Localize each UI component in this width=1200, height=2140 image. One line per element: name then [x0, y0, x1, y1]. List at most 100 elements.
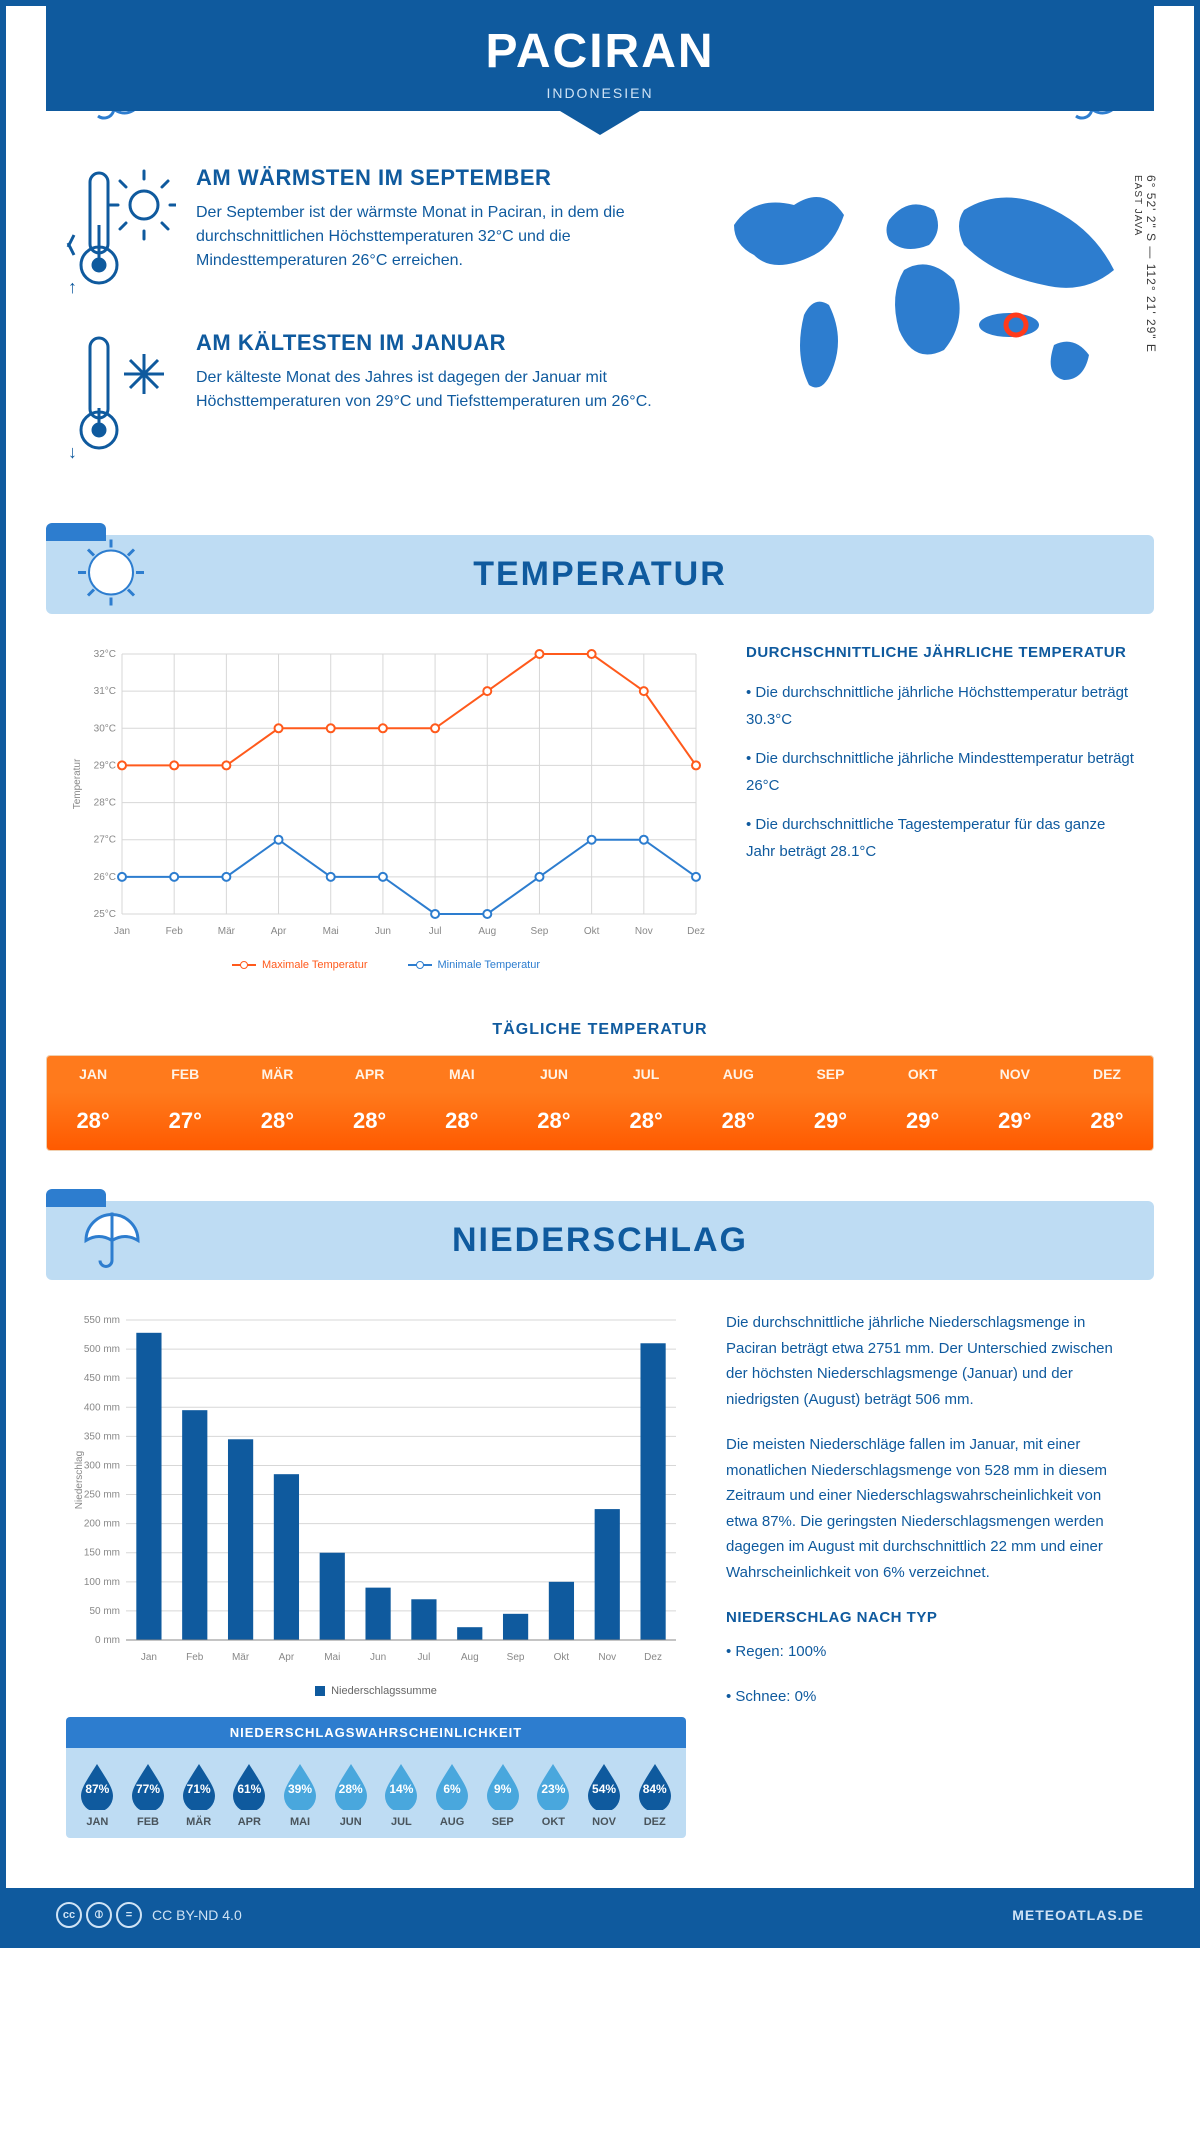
prob-heading: NIEDERSCHLAGSWAHRSCHEINLICHKEIT: [66, 1717, 686, 1748]
daily-col: FEB27°: [139, 1056, 231, 1150]
svg-text:50 mm: 50 mm: [89, 1606, 120, 1617]
svg-text:Nov: Nov: [598, 1652, 616, 1663]
umbrella-icon: [76, 1202, 148, 1279]
coordinates-label: 6° 52' 2" S — 112° 21' 29" EEAST JAVA: [1130, 175, 1158, 353]
svg-text:350 mm: 350 mm: [84, 1431, 120, 1442]
prob-drop: 39% MAI: [277, 1762, 324, 1828]
hot-heading: AM WÄRMSTEN IM SEPTEMBER: [196, 165, 684, 191]
svg-text:↑: ↑: [68, 277, 77, 295]
infographic-page: PACIRAN INDONESIEN ↑ AM WÄRMSTEN IM SEPT…: [0, 0, 1200, 1948]
svg-text:Mär: Mär: [232, 1652, 250, 1663]
prob-drop: 77% FEB: [125, 1762, 172, 1828]
precipitation-bar-chart: 0 mm 50 mm 100 mm 150 mm 200 mm 250 mm 300 mm 3…: [66, 1310, 686, 1670]
svg-text:400 mm: 400 mm: [84, 1402, 120, 1413]
cc-icon: cc⦶=: [56, 1902, 142, 1928]
svg-text:Jan: Jan: [141, 1652, 157, 1663]
temp-title: TEMPERATUR: [46, 555, 1154, 594]
svg-text:Mär: Mär: [218, 926, 236, 937]
precip-title: NIEDERSCHLAG: [46, 1221, 1154, 1260]
svg-text:Jul: Jul: [429, 926, 442, 937]
svg-text:Jan: Jan: [114, 926, 130, 937]
precip-section-header: NIEDERSCHLAG: [46, 1201, 1154, 1280]
svg-text:500 mm: 500 mm: [84, 1344, 120, 1355]
svg-text:Feb: Feb: [186, 1652, 204, 1663]
daily-col: AUG28°: [692, 1056, 784, 1150]
daily-col: NOV29°: [969, 1056, 1061, 1150]
svg-text:Sep: Sep: [531, 926, 549, 937]
svg-text:32°C: 32°C: [94, 649, 116, 660]
location-subtitle: INDONESIEN: [46, 85, 1154, 101]
header-chevron: [560, 111, 640, 135]
intro-section: ↑ AM WÄRMSTEN IM SEPTEMBER Der September…: [6, 135, 1194, 515]
sun-icon: [76, 537, 146, 612]
svg-text:0 mm: 0 mm: [95, 1635, 120, 1646]
svg-text:Dez: Dez: [644, 1652, 662, 1663]
cold-heading: AM KÄLTESTEN IM JANUAR: [196, 330, 684, 356]
svg-text:Okt: Okt: [584, 926, 600, 937]
location-title: PACIRAN: [46, 24, 1154, 79]
svg-text:Aug: Aug: [461, 1652, 479, 1663]
precip-summary: Die durchschnittliche jährliche Niedersc…: [726, 1310, 1134, 1838]
precip-legend: Niederschlagssumme: [66, 1685, 686, 1697]
hot-text: Der September ist der wärmste Monat in P…: [196, 201, 684, 273]
prob-drop: 23% OKT: [530, 1762, 577, 1828]
svg-text:Jun: Jun: [370, 1652, 386, 1663]
svg-text:Niederschlag: Niederschlag: [74, 1451, 85, 1509]
svg-text:Aug: Aug: [478, 926, 496, 937]
coldest-block: ↓ AM KÄLTESTEN IM JANUAR Der kälteste Mo…: [66, 330, 684, 465]
svg-text:200 mm: 200 mm: [84, 1519, 120, 1530]
temp-summary: DURCHSCHNITTLICHE JÄHRLICHE TEMPERATUR •…: [746, 644, 1134, 971]
svg-text:550 mm: 550 mm: [84, 1315, 120, 1326]
svg-text:450 mm: 450 mm: [84, 1373, 120, 1384]
precip-probability-row: 87% JAN 77% FEB 71% MÄR 61% APR 39% MAI …: [66, 1748, 686, 1838]
header-banner: PACIRAN INDONESIEN: [46, 6, 1154, 111]
daily-col: MAI28°: [416, 1056, 508, 1150]
daily-col: OKT29°: [877, 1056, 969, 1150]
svg-text:Mai: Mai: [323, 926, 339, 937]
svg-text:27°C: 27°C: [94, 835, 116, 846]
svg-text:250 mm: 250 mm: [84, 1490, 120, 1501]
cold-text: Der kälteste Monat des Jahres ist dagege…: [196, 366, 684, 414]
temperature-section-header: TEMPERATUR: [46, 535, 1154, 614]
svg-text:Sep: Sep: [507, 1652, 525, 1663]
svg-text:31°C: 31°C: [94, 686, 116, 697]
daily-col: JUL28°: [600, 1056, 692, 1150]
site-label: METEOATLAS.DE: [1012, 1907, 1144, 1923]
svg-text:Dez: Dez: [687, 926, 705, 937]
temperature-line-chart: 25°C26°C27°C28°C29°C30°C31°C32°CJanFebMä…: [66, 644, 706, 971]
prob-drop: 71% MÄR: [175, 1762, 222, 1828]
daily-col: MÄR28°: [231, 1056, 323, 1150]
svg-text:150 mm: 150 mm: [84, 1548, 120, 1559]
svg-text:Okt: Okt: [554, 1652, 570, 1663]
svg-text:Temperatur: Temperatur: [72, 758, 83, 809]
prob-drop: 28% JUN: [327, 1762, 374, 1828]
svg-text:Nov: Nov: [635, 926, 653, 937]
svg-text:26°C: 26°C: [94, 872, 116, 883]
daily-temp-title: TÄGLICHE TEMPERATUR: [6, 1021, 1194, 1039]
svg-text:300 mm: 300 mm: [84, 1460, 120, 1471]
svg-text:28°C: 28°C: [94, 798, 116, 809]
temp-legend: Maximale Temperatur Minimale Temperatur: [66, 959, 706, 971]
svg-text:Jul: Jul: [418, 1652, 431, 1663]
prob-drop: 61% APR: [226, 1762, 273, 1828]
svg-text:↓: ↓: [68, 442, 77, 460]
daily-col: DEZ28°: [1061, 1056, 1153, 1150]
thermometer-cold-icon: ↓: [66, 330, 176, 465]
hottest-block: ↑ AM WÄRMSTEN IM SEPTEMBER Der September…: [66, 165, 684, 300]
daily-col: JAN28°: [47, 1056, 139, 1150]
svg-text:100 mm: 100 mm: [84, 1577, 120, 1588]
svg-text:Jun: Jun: [375, 926, 391, 937]
footer-bar: cc⦶= CC BY-ND 4.0 METEOATLAS.DE: [6, 1888, 1194, 1942]
license-label: CC BY-ND 4.0: [152, 1907, 242, 1923]
svg-text:Apr: Apr: [271, 926, 287, 937]
svg-text:30°C: 30°C: [94, 723, 116, 734]
daily-col: APR28°: [324, 1056, 416, 1150]
svg-text:Feb: Feb: [166, 926, 184, 937]
prob-drop: 54% NOV: [581, 1762, 628, 1828]
prob-drop: 6% AUG: [429, 1762, 476, 1828]
svg-text:25°C: 25°C: [94, 909, 116, 920]
prob-drop: 9% SEP: [479, 1762, 526, 1828]
daily-temperature-table: JAN28°FEB27°MÄR28°APR28°MAI28°JUN28°JUL2…: [46, 1055, 1154, 1151]
svg-text:Mai: Mai: [324, 1652, 340, 1663]
daily-col: SEP29°: [784, 1056, 876, 1150]
